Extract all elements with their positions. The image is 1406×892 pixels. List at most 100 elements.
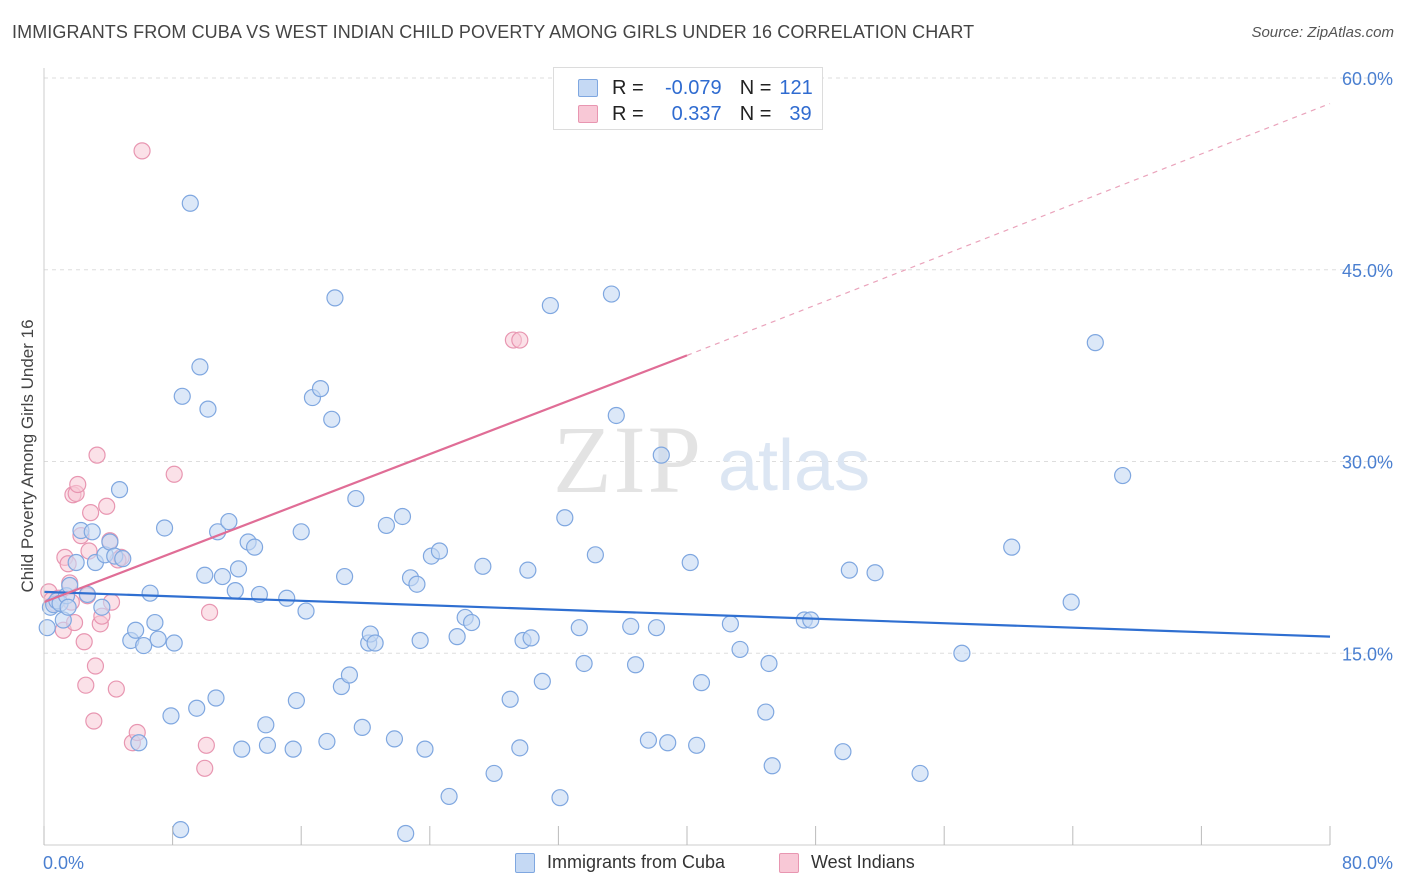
cuba-point bbox=[639, 731, 658, 749]
cuba-point bbox=[377, 516, 395, 535]
legend-n-label: N = bbox=[739, 76, 772, 99]
cuba-point bbox=[607, 406, 625, 425]
watermark-zip: ZIP bbox=[553, 406, 703, 513]
cuba-point bbox=[245, 538, 264, 556]
west-indians-point bbox=[77, 676, 95, 694]
west-indians-point bbox=[197, 736, 215, 754]
cuba-point bbox=[541, 296, 559, 315]
cuba-point bbox=[284, 740, 302, 758]
legend-row-cuba: R = -0.079 N = 121 bbox=[578, 75, 813, 101]
x-tick-label-max: 80.0% bbox=[1342, 853, 1393, 873]
cuba-point bbox=[511, 739, 529, 757]
cuba-point bbox=[731, 640, 749, 659]
cuba-point bbox=[840, 561, 858, 579]
y-axis-label: Child Poverty Among Girls Under 16 bbox=[18, 319, 37, 592]
cuba-point bbox=[318, 732, 336, 751]
bottom-legend-wi: West Indians bbox=[779, 852, 915, 873]
cuba-point bbox=[326, 289, 344, 307]
legend-r-label: R = bbox=[612, 76, 644, 99]
cuba-point bbox=[1114, 466, 1132, 485]
legend-n-value-cuba: 121 bbox=[779, 76, 813, 99]
cuba-point bbox=[622, 617, 640, 636]
west-indians-point bbox=[75, 633, 93, 651]
cuba-point bbox=[336, 567, 354, 586]
west-indians-point bbox=[165, 465, 183, 483]
cuba-point bbox=[155, 519, 174, 537]
cuba-point bbox=[181, 194, 199, 212]
legend-r-value-wi: 0.337 bbox=[671, 102, 722, 125]
cuba-point bbox=[393, 507, 412, 526]
cuba-point bbox=[556, 509, 574, 527]
cuba-point bbox=[199, 400, 217, 418]
cuba-point bbox=[692, 674, 711, 692]
cuba-point bbox=[474, 557, 492, 575]
cuba-point bbox=[93, 598, 111, 616]
cuba-point bbox=[1003, 538, 1021, 556]
cuba-point bbox=[397, 824, 415, 843]
cuba-point bbox=[626, 656, 645, 674]
cuba-point bbox=[165, 634, 183, 652]
chart-title: IMMIGRANTS FROM CUBA VS WEST INDIAN CHIL… bbox=[12, 22, 975, 42]
y-tick-label: 45.0% bbox=[1342, 261, 1393, 281]
cuba-point bbox=[866, 564, 884, 582]
cuba-point bbox=[297, 602, 315, 620]
cuba-point bbox=[575, 654, 593, 673]
cuba-point bbox=[311, 380, 330, 398]
cuba-point bbox=[681, 553, 699, 572]
cuba-point bbox=[647, 619, 666, 637]
cuba-point bbox=[226, 582, 244, 600]
cuba-point bbox=[220, 512, 238, 531]
y-tick-label: 30.0% bbox=[1342, 453, 1393, 473]
west-indians-point bbox=[82, 504, 100, 522]
west-indians-point bbox=[196, 759, 214, 777]
cuba-point bbox=[323, 410, 341, 428]
cuba-point bbox=[207, 689, 225, 707]
bottom-legend-swatch-wi bbox=[779, 852, 799, 873]
cuba-point bbox=[533, 672, 551, 690]
chart-source: Source: ZipAtlas.com bbox=[1251, 24, 1394, 41]
x-tick-label-min: 0.0% bbox=[43, 853, 84, 873]
trend-layer bbox=[43, 103, 1331, 638]
west-indians-point bbox=[69, 475, 87, 494]
west-indians-point bbox=[107, 680, 125, 698]
cuba-point bbox=[258, 736, 277, 754]
cuba-point bbox=[213, 567, 232, 586]
cuba-point bbox=[59, 598, 77, 616]
bottom-legend-label-wi: West Indians bbox=[811, 852, 915, 872]
cuba-point bbox=[353, 718, 371, 736]
correlation-legend: R = -0.079 N = 121 R = 0.337 N = 39 bbox=[553, 67, 823, 130]
axis-layer: 15.0% 30.0% 45.0% 60.0% 0.0% 80.0% bbox=[43, 68, 1393, 873]
cuba-point bbox=[1062, 593, 1080, 611]
cuba-point bbox=[196, 566, 214, 584]
cuba-point bbox=[408, 575, 426, 593]
cuba-point bbox=[127, 621, 145, 639]
cuba-point bbox=[172, 821, 190, 839]
cuba-point bbox=[430, 542, 449, 560]
cuba-point bbox=[953, 644, 971, 662]
cuba-point bbox=[763, 757, 781, 775]
cuba-point bbox=[721, 615, 740, 633]
cuba-point bbox=[652, 446, 670, 464]
cuba-point bbox=[149, 630, 167, 648]
cuba-point bbox=[191, 358, 209, 376]
bottom-legend-label-cuba: Immigrants from Cuba bbox=[547, 852, 726, 872]
cuba-point bbox=[67, 553, 85, 572]
bottom-legend: Immigrants from Cuba West Indians bbox=[0, 852, 1406, 878]
cuba-point bbox=[802, 611, 820, 629]
cuba-point bbox=[146, 613, 164, 632]
west-indians-point bbox=[85, 712, 103, 730]
cuba-point bbox=[911, 764, 929, 783]
west-indians-point bbox=[88, 446, 106, 464]
cuba-point bbox=[257, 716, 275, 734]
bottom-legend-swatch-cuba bbox=[515, 852, 535, 873]
cuba-point bbox=[162, 707, 180, 725]
cuba-trend-line bbox=[43, 590, 1331, 638]
legend-n-label: N = bbox=[739, 102, 772, 125]
legend-row-wi: R = 0.337 N = 39 bbox=[578, 101, 812, 127]
west-indians-trend-extension bbox=[686, 103, 1331, 356]
cuba-point bbox=[292, 523, 310, 541]
cuba-point bbox=[757, 703, 775, 721]
legend-swatch-cuba bbox=[578, 79, 598, 97]
cuba-point bbox=[130, 734, 148, 752]
cuba-points bbox=[38, 194, 1132, 843]
